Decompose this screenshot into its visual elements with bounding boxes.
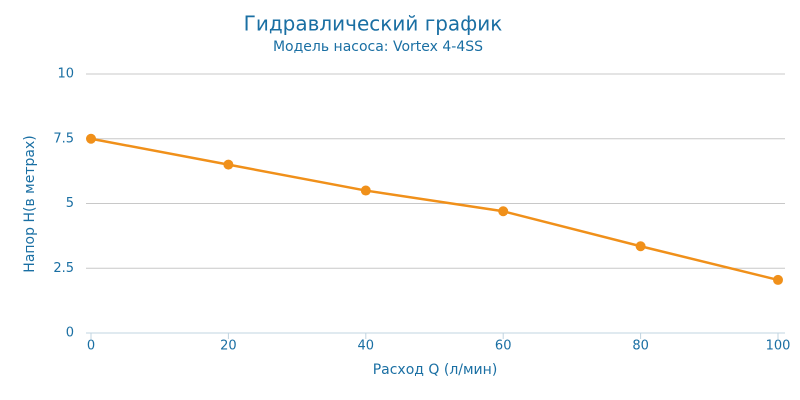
- chart-subtitle: Модель насоса: Vortex 4-4SS: [273, 39, 483, 55]
- y-tick-label: 7.5: [53, 131, 74, 146]
- x-tick-label: 80: [632, 339, 649, 354]
- y-tick-label: 5: [66, 196, 74, 211]
- point: [635, 241, 646, 252]
- x-tick-label: 40: [358, 339, 375, 354]
- x-axis-label: Расход Q (л/мин): [373, 362, 498, 378]
- y-tick-label: 2.5: [53, 261, 74, 276]
- point: [773, 274, 783, 285]
- x-tick-label: 60: [495, 339, 512, 354]
- point: [360, 185, 371, 196]
- x-tick-label: 0: [87, 339, 95, 354]
- point: [86, 133, 96, 144]
- point: [498, 206, 509, 217]
- chart-title: Гидравлический график: [244, 12, 503, 36]
- y-axis-label: Напор Н(в метрах): [22, 135, 38, 272]
- x-tick-label: 100: [766, 339, 791, 354]
- y-tick-label: 10: [57, 67, 74, 82]
- line: [90, 137, 779, 282]
- point: [223, 159, 234, 170]
- y-tick-label: 0: [66, 326, 74, 341]
- x-tick-label: 20: [220, 339, 237, 354]
